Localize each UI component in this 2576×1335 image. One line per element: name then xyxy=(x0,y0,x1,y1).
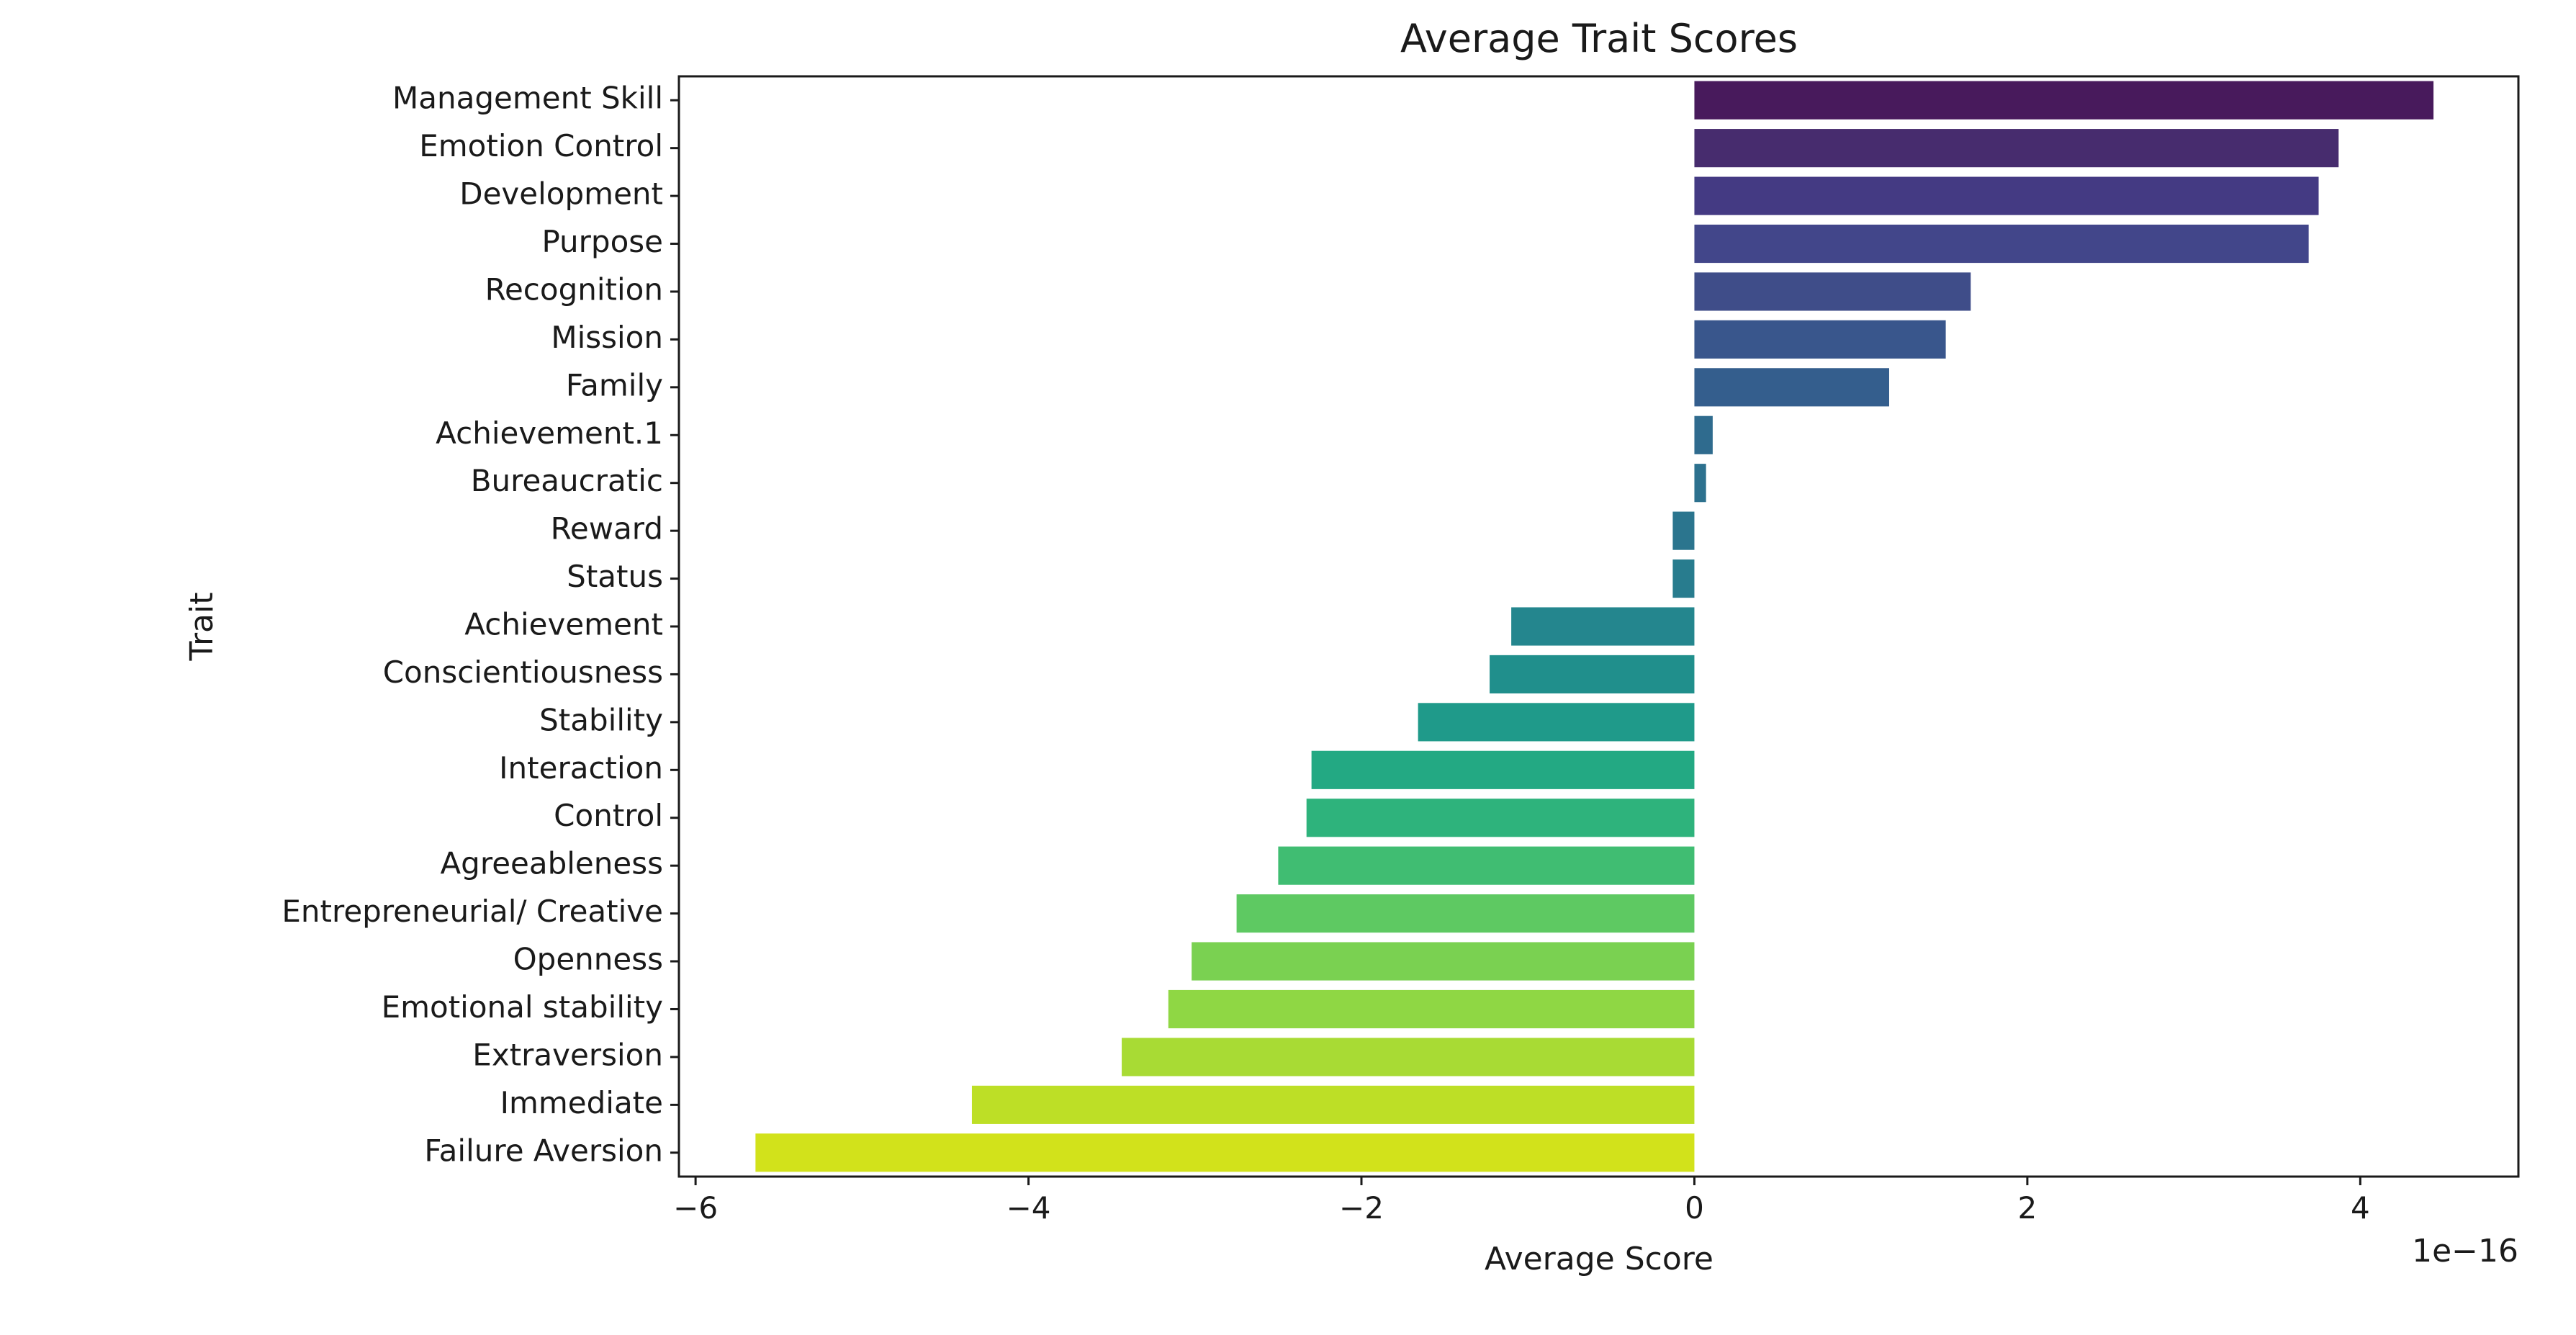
x-tick-label: −4 xyxy=(1006,1190,1051,1226)
x-tick-label: 4 xyxy=(2351,1190,2370,1226)
bar xyxy=(1694,272,1971,311)
bar xyxy=(1278,846,1695,885)
y-tick-label: Extraversion xyxy=(472,1037,663,1072)
y-tick-label: Status xyxy=(567,559,663,594)
x-axis-scale-label: 1e−16 xyxy=(2412,1233,2518,1269)
bar xyxy=(1490,655,1695,694)
y-tick-label: Management Skill xyxy=(392,81,663,116)
y-tick-label: Family xyxy=(566,367,663,403)
y-tick-label: Purpose xyxy=(541,224,663,259)
y-tick-label: Agreeableness xyxy=(440,846,663,881)
y-tick-label: Development xyxy=(459,176,663,212)
y-tick-label: Conscientiousness xyxy=(383,655,663,690)
bar xyxy=(1311,750,1695,789)
bar xyxy=(1694,368,1889,407)
bar xyxy=(1694,224,2309,264)
y-tick-label: Immediate xyxy=(500,1085,663,1120)
y-tick-label: Reward xyxy=(551,511,663,547)
x-tick-label: −6 xyxy=(673,1190,718,1226)
plot-frame xyxy=(677,75,2520,1178)
bar xyxy=(1236,894,1695,933)
bar xyxy=(1192,942,1695,981)
y-tick-label: Openness xyxy=(513,942,663,977)
bar xyxy=(1168,989,1695,1029)
bar xyxy=(1418,703,1695,742)
chart-title: Average Trait Scores xyxy=(1400,16,1798,61)
y-tick-label: Interaction xyxy=(499,750,663,786)
bar xyxy=(1122,1038,1695,1076)
y-tick-label: Achievement.1 xyxy=(436,415,663,451)
bar xyxy=(1694,464,1706,503)
y-tick-label: Failure Aversion xyxy=(424,1133,663,1168)
bar xyxy=(1672,559,1695,598)
bar xyxy=(1694,320,1946,359)
x-tick-label: 2 xyxy=(2018,1190,2037,1226)
bar xyxy=(971,1085,1695,1124)
bar xyxy=(1694,415,1713,454)
x-tick-label: −2 xyxy=(1339,1190,1384,1226)
y-tick-label: Stability xyxy=(539,702,663,737)
bar xyxy=(755,1133,1695,1172)
bar xyxy=(1672,511,1695,550)
bars-layer xyxy=(755,81,2434,1172)
y-tick-label: Emotion Control xyxy=(419,128,663,163)
bar xyxy=(1694,81,2434,120)
y-tick-label: Control xyxy=(554,798,663,833)
bar xyxy=(1511,607,1695,646)
bar xyxy=(1694,176,2319,215)
y-tick-label: Bureaucratic xyxy=(471,463,663,498)
y-tick-label: Entrepreneurial/ Creative xyxy=(282,894,663,929)
x-axis: −6 −4 −2 0 2 4 xyxy=(673,1177,2370,1226)
bar xyxy=(1694,129,2339,168)
y-axis: Management Skill Emotion Control Developme… xyxy=(282,81,679,1168)
y-tick-label: Mission xyxy=(551,320,663,355)
y-tick-label: Recognition xyxy=(485,271,663,307)
y-axis-label: Trait xyxy=(184,593,220,662)
x-tick-label: 0 xyxy=(1685,1190,1704,1226)
y-tick-label: Achievement xyxy=(464,607,663,642)
y-tick-label: Emotional stability xyxy=(382,989,663,1025)
x-axis-label: Average Score xyxy=(1485,1241,1713,1277)
bar xyxy=(1306,799,1695,837)
